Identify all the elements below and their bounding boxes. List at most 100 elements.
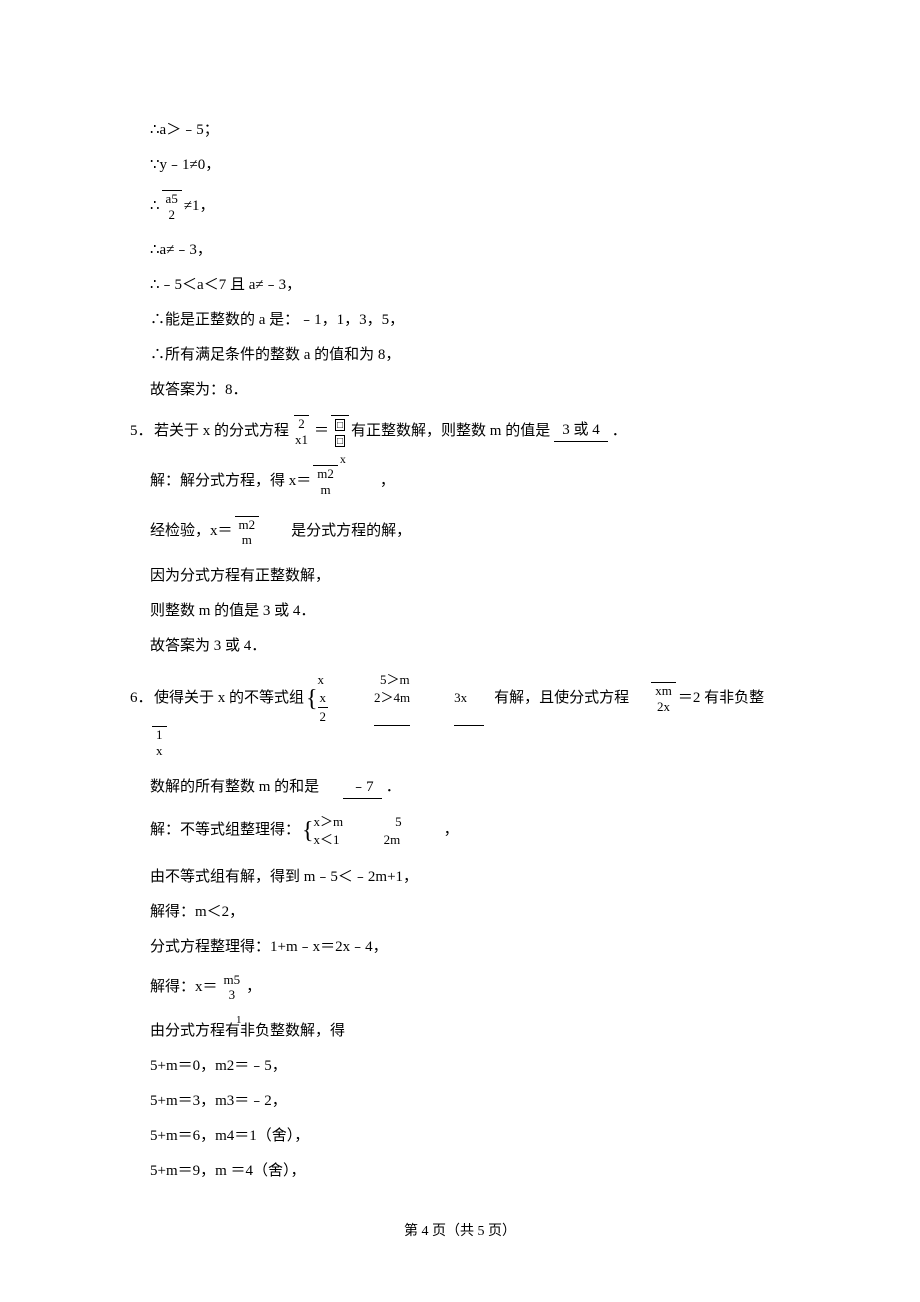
text: ∴a≠﹣3， [150, 240, 212, 261]
text-line: 数解的所有整数 m 的和是 ﹣7 ． [150, 777, 770, 799]
fraction: m2 m [235, 516, 260, 548]
text-line: 5+m＝9，m ＝4（舍）， [150, 1161, 770, 1182]
fraction: xm 2x [651, 682, 676, 714]
text: 解得：x＝ [150, 977, 218, 998]
text: ， [380, 471, 395, 492]
page-number: 第 4 页（共 5 页） [404, 1224, 516, 1239]
system-row: x 5＞m [318, 671, 485, 689]
spacer [342, 671, 362, 689]
question-5: 5． 若关于 x 的分式方程 2 x1 ＝ □ □ 有正整数解，则整数 m 的值… [130, 415, 770, 447]
text-line: 因为分式方程有正整数解， [150, 566, 770, 587]
text-line: ∵y﹣1≠0， [150, 155, 770, 176]
text-line: ∴能是正整数的 a 是：﹣1，1，3，5， [150, 310, 770, 331]
text: 5 [395, 813, 402, 831]
denominator: m [238, 532, 256, 548]
numerator: m2 [235, 516, 260, 533]
text: 解：不等式组整理得： [150, 820, 300, 841]
text: 分式方程整理得：1+m﹣x＝2x﹣4， [150, 937, 388, 958]
text-line: 故答案为 3 或 4． [150, 636, 770, 657]
numerator: xm [651, 682, 676, 699]
denominator: 2 [320, 708, 327, 726]
numerator: □ [331, 415, 349, 432]
text: ＝2 有非负整 [678, 688, 764, 709]
system-row: x 2 2＞4m 3x [318, 689, 485, 726]
text-line: 经检验，x＝ m2 m 是分式方程的解， [150, 516, 770, 548]
answer-blank: 3 或 4 [554, 420, 608, 442]
text: 5+m＝0，m2＝﹣5， [150, 1056, 287, 1077]
question-6: 6． 使得关于 x 的不等式组 { x 5＞m x 2 2＞4m [130, 671, 770, 759]
system-row: x＞m 5 [314, 813, 402, 831]
text: ∴﹣5＜a＜7 且 a≠﹣3， [150, 275, 301, 296]
fraction: □ □ [331, 415, 349, 447]
text-line: 解得：x＝ m5 3 ， [150, 972, 770, 1003]
spacer [361, 813, 377, 831]
text: 经检验，x＝ [150, 521, 233, 542]
numerator: 3x [454, 689, 484, 726]
text: 由分式方程有非负整数解，得 [150, 1021, 345, 1042]
fraction: a5 2 [162, 190, 182, 222]
text-line: ∴a＞﹣5； [150, 120, 770, 141]
system-brace: { x 5＞m x 2 2＞4m 3x [306, 671, 484, 727]
text-line: ∴所有满足条件的整数 a 的值和为 8， [150, 345, 770, 366]
numerator: 1 [152, 726, 167, 743]
sup-text: 1 [236, 1013, 242, 1028]
text: ∴所有满足条件的整数 a 的值和为 8， [150, 345, 400, 366]
text: 2m [384, 831, 401, 849]
text-line: 5+m＝3，m3＝﹣2， [150, 1091, 770, 1112]
text: 故答案为 3 或 4． [150, 636, 266, 657]
numerator: x [318, 689, 329, 708]
text-line: 解得：m＜2， [150, 902, 770, 923]
spacer [346, 689, 356, 726]
page-content: ∴a＞﹣5； ∵y﹣1≠0， ∴ a5 2 ≠1， ∴a≠﹣3， ∴﹣5＜a＜7… [0, 0, 920, 1182]
text-line: 由不等式组有解，得到 m﹣5＜﹣2m+1， [150, 867, 770, 888]
text: 因为分式方程有正整数解， [150, 566, 330, 587]
text-line: ∴a≠﹣3， [150, 240, 770, 261]
text: 5+m＝9，m ＝4（舍）， [150, 1161, 306, 1182]
spacer [428, 689, 436, 726]
text: 数解的所有整数 m 的和是 [150, 777, 319, 798]
text: 使得关于 x 的不等式组 [154, 688, 304, 709]
text: ∵y﹣1≠0， [150, 155, 220, 176]
text: ≠1， [184, 196, 215, 217]
text-line: ∴ a5 2 ≠1， [150, 190, 770, 222]
fraction: 2 x1 [291, 415, 312, 447]
text: 5+m＝6，m4＝1（舍）， [150, 1126, 309, 1147]
text-line: 分式方程整理得：1+m﹣x＝2x﹣4， [150, 937, 770, 958]
text: 则整数 m 的值是 3 或 4． [150, 601, 315, 622]
text: x＞m [314, 813, 344, 831]
text: 5+m＝3，m3＝﹣2， [150, 1091, 287, 1112]
text: ， [444, 820, 459, 841]
text: 由不等式组有解，得到 m﹣5＜﹣2m+1， [150, 867, 418, 888]
answer-blank: ﹣7 [343, 777, 382, 799]
denominator: 2x [653, 699, 674, 715]
text-line: 由分式方程有非负整数解，得 1 [150, 1021, 770, 1042]
system-stack: x＞m 5 x＜1 2m [314, 813, 402, 849]
question-number: 5． [130, 421, 154, 442]
text-line: 5+m＝6，m4＝1（舍）， [150, 1126, 770, 1147]
text-line: ∴﹣5＜a＜7 且 a≠﹣3， [150, 275, 770, 296]
text-line: 5+m＝0，m2＝﹣5， [150, 1056, 770, 1077]
text: ． [386, 777, 401, 798]
denominator: 2 [164, 207, 179, 223]
denominator: m [317, 482, 335, 498]
brace-icon: { [302, 819, 314, 843]
text: ∴a＞﹣5； [150, 120, 219, 141]
fraction: m5 3 [220, 972, 245, 1003]
text: 是分式方程的解， [291, 521, 411, 542]
question-number: 6． [130, 688, 154, 709]
fraction: x m2 m [313, 465, 338, 497]
numerator: 2＞4m [374, 689, 410, 726]
box-icon: □ [335, 435, 345, 447]
numerator: a5 [162, 190, 182, 207]
text-line: 解：不等式组整理得： { x＞m 5 x＜1 2m ， [150, 813, 770, 849]
numerator: m5 [220, 972, 245, 988]
fraction: 1 x [152, 726, 167, 758]
system-row: x＜1 2m [314, 831, 402, 849]
system-stack: x 5＞m x 2 2＞4m 3x [318, 671, 485, 727]
numerator: m2 [313, 465, 338, 482]
spacer [358, 831, 366, 849]
text: 5＞m [380, 671, 410, 689]
text: ＝ [314, 421, 329, 442]
brace-icon: { [306, 687, 318, 711]
page-footer: 第 4 页（共 5 页） [0, 1222, 920, 1242]
